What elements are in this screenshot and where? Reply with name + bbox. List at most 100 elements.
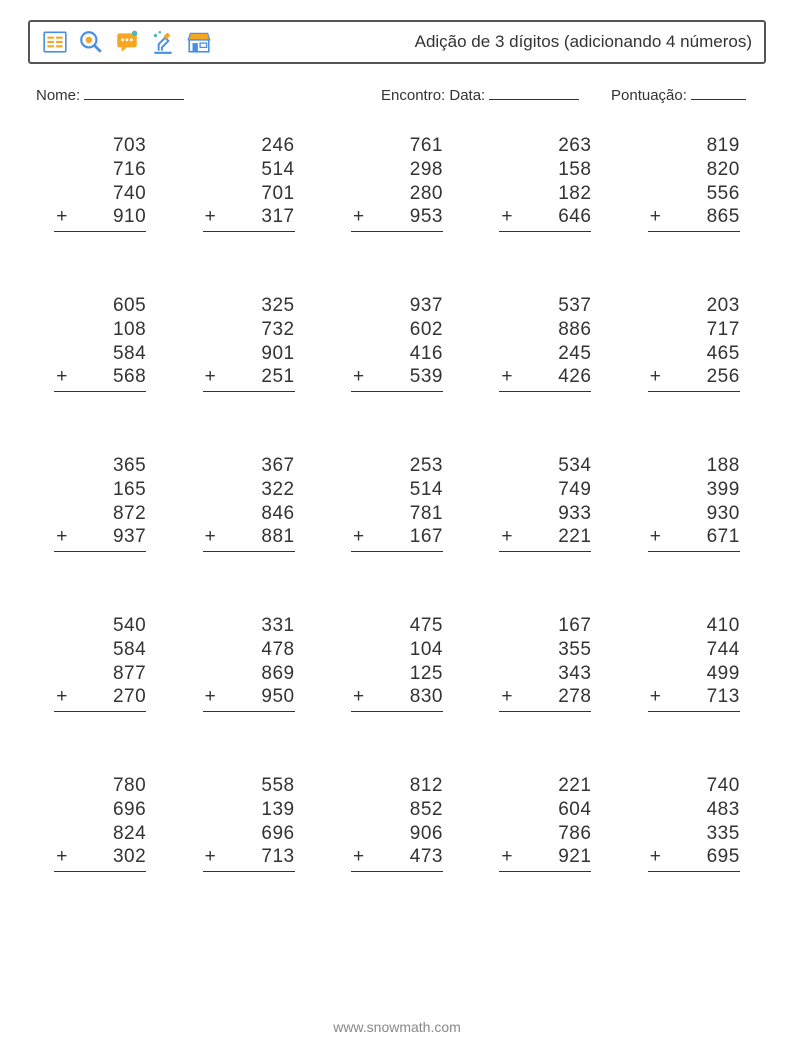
- operator: +: [499, 365, 558, 389]
- addend: 167: [410, 525, 443, 549]
- addend: 921: [558, 845, 591, 869]
- addition-problem: 537886245+426: [499, 294, 591, 410]
- addend: 221: [558, 774, 591, 798]
- addend: 933: [558, 502, 591, 526]
- last-addend-row: +256: [648, 365, 740, 392]
- addend: 869: [261, 662, 294, 686]
- addend: 780: [113, 774, 146, 798]
- addend: 317: [261, 205, 294, 229]
- addend: 280: [410, 182, 443, 206]
- addend: 749: [558, 478, 591, 502]
- operator: +: [203, 365, 262, 389]
- addend: 910: [113, 205, 146, 229]
- addition-problem: 203717465+256: [648, 294, 740, 410]
- addend: 646: [558, 205, 591, 229]
- operator: +: [54, 365, 113, 389]
- addition-problem: 331478869+950: [203, 614, 295, 730]
- operator: +: [351, 525, 410, 549]
- addend: 537: [558, 294, 591, 318]
- addend: 475: [410, 614, 443, 638]
- addend: 278: [558, 685, 591, 709]
- operator: +: [648, 525, 707, 549]
- addition-problem: 263158182+646: [499, 134, 591, 250]
- addend: 167: [558, 614, 591, 638]
- score-blank: [691, 86, 746, 100]
- last-addend-row: +865: [648, 205, 740, 232]
- last-addend-row: +695: [648, 845, 740, 872]
- addition-problem: 937602416+539: [351, 294, 443, 410]
- operator: +: [54, 525, 113, 549]
- addend: 713: [707, 685, 740, 709]
- operator: +: [648, 365, 707, 389]
- addend: 901: [261, 342, 294, 366]
- addend: 139: [261, 798, 294, 822]
- addend: 478: [261, 638, 294, 662]
- addend: 852: [410, 798, 443, 822]
- last-addend-row: +221: [499, 525, 591, 552]
- addition-problem: 534749933+221: [499, 454, 591, 570]
- addend: 256: [707, 365, 740, 389]
- addition-problem: 812852906+473: [351, 774, 443, 890]
- operator: +: [648, 685, 707, 709]
- last-addend-row: +167: [351, 525, 443, 552]
- last-addend-row: +713: [648, 685, 740, 712]
- operator: +: [648, 845, 707, 869]
- list-icon: [42, 29, 68, 55]
- last-addend-row: +646: [499, 205, 591, 232]
- operator: +: [499, 685, 558, 709]
- addend: 540: [113, 614, 146, 638]
- addend: 824: [113, 822, 146, 846]
- addend: 937: [113, 525, 146, 549]
- addition-problem: 475104125+830: [351, 614, 443, 730]
- addend: 410: [707, 614, 740, 638]
- addend: 830: [410, 685, 443, 709]
- last-addend-row: +921: [499, 845, 591, 872]
- addend: 158: [558, 158, 591, 182]
- addend: 696: [261, 822, 294, 846]
- addend: 695: [707, 845, 740, 869]
- last-addend-row: +671: [648, 525, 740, 552]
- addition-problem: 780696824+302: [54, 774, 146, 890]
- addend: 872: [113, 502, 146, 526]
- addend: 568: [113, 365, 146, 389]
- addend: 703: [113, 134, 146, 158]
- addend: 820: [707, 158, 740, 182]
- addition-problem: 703716740+910: [54, 134, 146, 250]
- operator: +: [203, 205, 262, 229]
- operator: +: [499, 205, 558, 229]
- addend: 953: [410, 205, 443, 229]
- microscope-icon: [150, 29, 176, 55]
- addend: 602: [410, 318, 443, 342]
- operator: +: [351, 205, 410, 229]
- worksheet-title: Adição de 3 dígitos (adicionando 4 númer…: [415, 32, 752, 52]
- addend: 781: [410, 502, 443, 526]
- addend: 365: [113, 454, 146, 478]
- addition-problem: 740483335+695: [648, 774, 740, 890]
- last-addend-row: +278: [499, 685, 591, 712]
- last-addend-row: +473: [351, 845, 443, 872]
- addition-problem: 540584877+270: [54, 614, 146, 730]
- addition-problem: 558139696+713: [203, 774, 295, 890]
- addend: 203: [707, 294, 740, 318]
- addend: 740: [113, 182, 146, 206]
- addend: 302: [113, 845, 146, 869]
- last-addend-row: +302: [54, 845, 146, 872]
- addend: 483: [707, 798, 740, 822]
- addend: 514: [261, 158, 294, 182]
- addend: 950: [261, 685, 294, 709]
- date-label: Encontro: Data:: [381, 87, 485, 104]
- last-addend-row: +953: [351, 205, 443, 232]
- last-addend-row: +950: [203, 685, 295, 712]
- addend: 717: [707, 318, 740, 342]
- addend: 108: [113, 318, 146, 342]
- addend: 534: [558, 454, 591, 478]
- last-addend-row: +713: [203, 845, 295, 872]
- last-addend-row: +426: [499, 365, 591, 392]
- operator: +: [499, 525, 558, 549]
- addend: 426: [558, 365, 591, 389]
- last-addend-row: +539: [351, 365, 443, 392]
- addend: 886: [558, 318, 591, 342]
- addend: 343: [558, 662, 591, 686]
- last-addend-row: +830: [351, 685, 443, 712]
- addend: 812: [410, 774, 443, 798]
